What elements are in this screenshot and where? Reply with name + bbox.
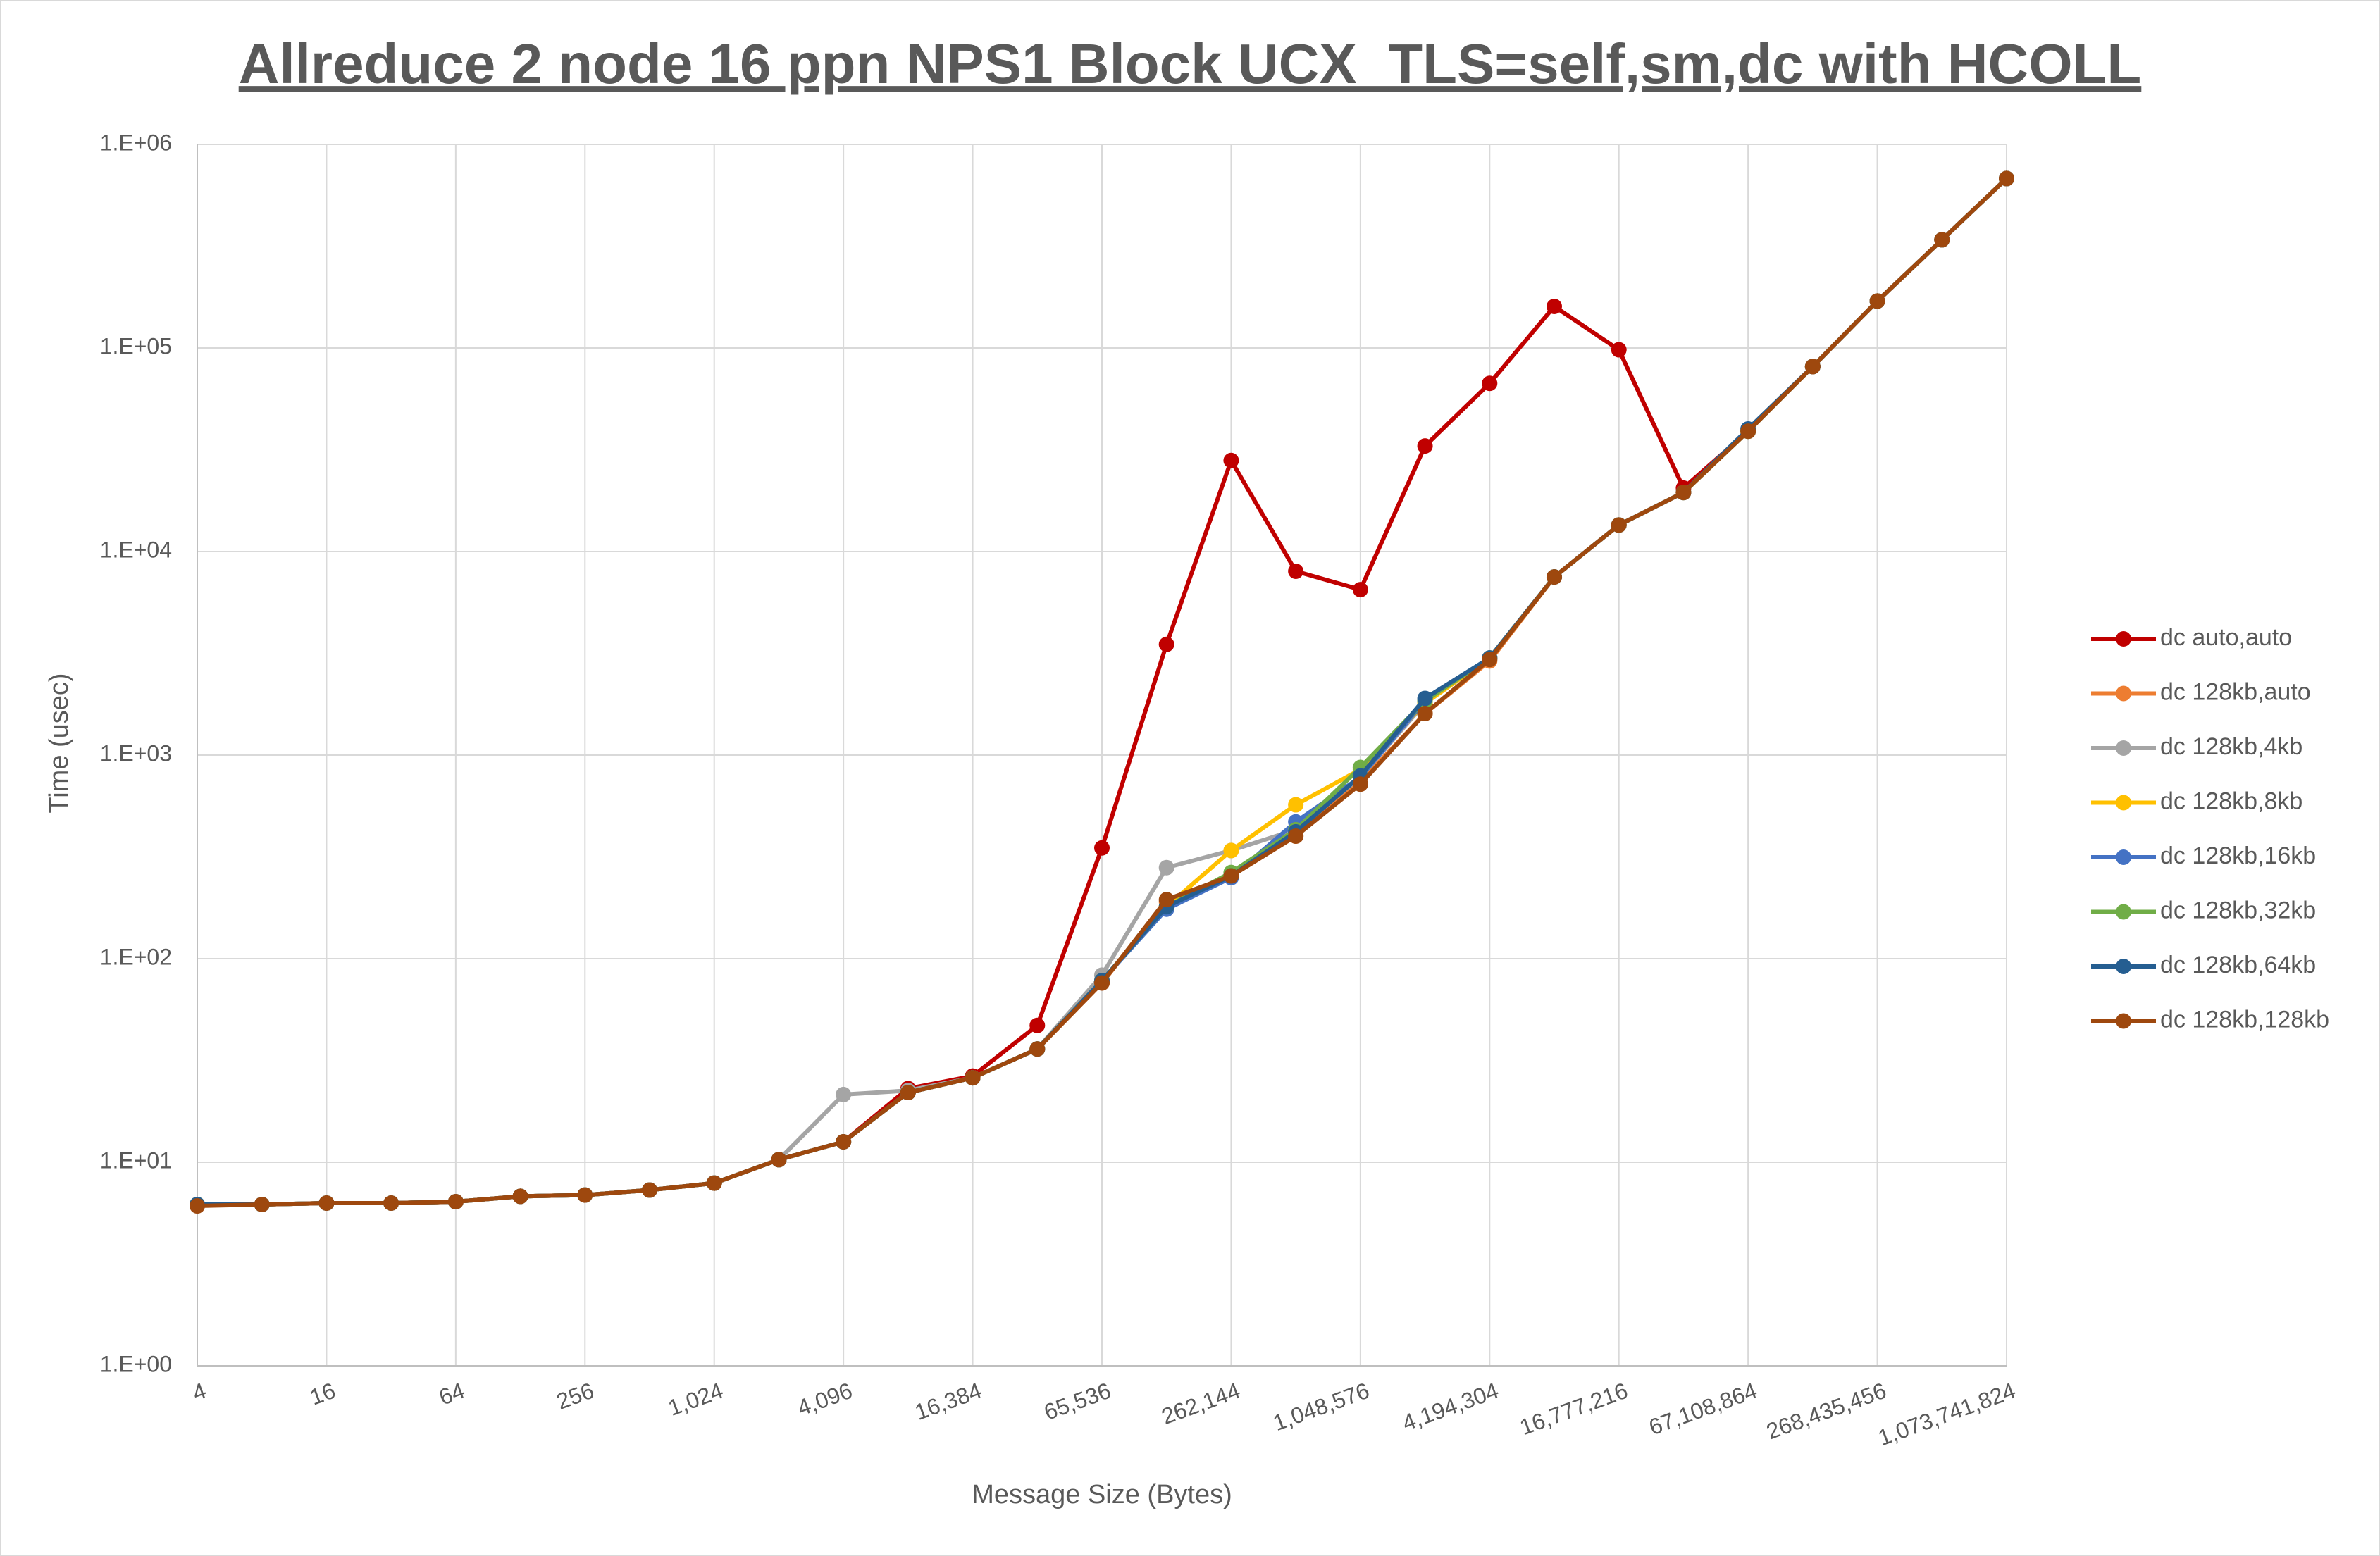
data-point	[1158, 892, 1174, 908]
data-point	[318, 1195, 335, 1211]
legend-label: dc 128kb,8kb	[2160, 788, 2302, 814]
data-point	[1547, 569, 1562, 585]
legend-label: dc 128kb,16kb	[2160, 842, 2316, 869]
y-tick-label: 1.E+03	[100, 740, 172, 766]
data-point	[1029, 1017, 1046, 1033]
data-point	[1223, 452, 1239, 468]
data-point	[1352, 776, 1368, 792]
data-point	[1094, 840, 1110, 856]
y-tick-label: 1.E+05	[100, 333, 172, 359]
data-point	[965, 1070, 981, 1086]
legend-marker	[2116, 795, 2131, 811]
data-point	[1611, 342, 1627, 358]
legend-marker	[2116, 849, 2131, 865]
data-point	[1417, 706, 1433, 722]
y-tick-label: 1.E+00	[100, 1351, 172, 1376]
data-point	[771, 1152, 787, 1168]
data-point	[1223, 868, 1239, 884]
data-point	[190, 1198, 205, 1214]
legend-marker	[2116, 904, 2131, 920]
legend-label: dc 128kb,64kb	[2160, 952, 2316, 978]
data-point	[1158, 636, 1174, 652]
chart-title: Allreduce 2 node 16 ppn NPS1 Block UCX_T…	[239, 32, 2142, 95]
data-point	[900, 1085, 916, 1101]
legend-marker	[2116, 740, 2131, 756]
data-point	[1029, 1041, 1046, 1057]
data-point	[1740, 423, 1756, 440]
legend-marker	[2116, 631, 2131, 647]
data-point	[1934, 232, 1950, 248]
y-axis-title: Time (usec)	[44, 673, 74, 813]
data-point	[254, 1196, 270, 1212]
data-point	[447, 1194, 464, 1210]
legend-marker	[2116, 959, 2131, 974]
data-point	[1482, 375, 1498, 392]
y-tick-label: 1.E+02	[100, 944, 172, 969]
legend-label: dc 128kb,128kb	[2160, 1006, 2329, 1033]
data-point	[1288, 828, 1304, 845]
x-axis-title: Message Size (Bytes)	[972, 1480, 1232, 1510]
data-point	[706, 1175, 722, 1191]
legend-marker	[2116, 685, 2131, 702]
data-point	[1158, 859, 1174, 876]
data-point	[512, 1188, 528, 1205]
legend-label: dc auto,auto	[2160, 624, 2292, 651]
data-point	[383, 1195, 399, 1211]
data-point	[1352, 582, 1368, 598]
data-point	[1482, 652, 1498, 668]
data-point	[1611, 517, 1627, 533]
data-point	[1094, 975, 1110, 991]
data-point	[1999, 170, 2014, 187]
data-point	[1288, 564, 1304, 580]
legend-marker	[2116, 1013, 2131, 1029]
data-point	[836, 1133, 852, 1150]
y-tick-label: 1.E+04	[100, 537, 172, 562]
legend-label: dc 128kb,auto	[2160, 678, 2311, 705]
data-point	[577, 1187, 593, 1203]
y-tick-label: 1.E+06	[100, 130, 172, 155]
data-point	[1417, 690, 1433, 707]
y-tick-label: 1.E+01	[100, 1147, 172, 1173]
legend-label: dc 128kb,32kb	[2160, 897, 2316, 923]
data-point	[1869, 293, 1885, 309]
data-point	[836, 1086, 852, 1102]
data-point	[642, 1182, 657, 1198]
data-point	[1288, 797, 1304, 813]
legend-label: dc 128kb,4kb	[2160, 733, 2302, 760]
data-point	[1675, 485, 1692, 501]
data-point	[1417, 438, 1433, 454]
data-point	[1223, 842, 1239, 859]
data-point	[1547, 299, 1562, 315]
data-point	[1804, 359, 1821, 375]
